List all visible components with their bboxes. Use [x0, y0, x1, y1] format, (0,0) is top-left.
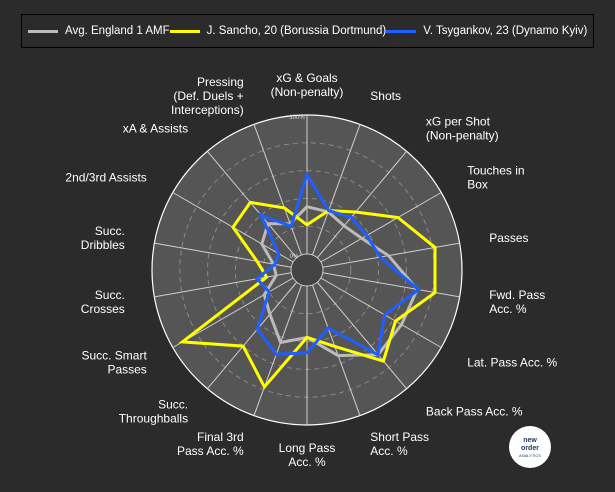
axis-label-13: Succ. Crosses — [81, 288, 125, 316]
radar-spoke-5 — [322, 272, 460, 298]
radar-series-2 — [254, 171, 422, 358]
radar-spoke-13 — [154, 272, 292, 298]
logo-text-order: order — [521, 444, 539, 452]
axis-label-9: Long Pass Acc. % — [279, 441, 336, 469]
chart-legend: Avg. England 1 AMF J. Sancho, 20 (Boruss… — [21, 14, 594, 48]
legend-swatch-avg-england — [28, 29, 58, 33]
legend-label-sancho: J. Sancho, 20 (Borussia Dortmund) — [206, 25, 387, 37]
axis-label-7: Back Pass Acc. % — [426, 405, 523, 419]
axis-label-16: xA & Assists — [123, 121, 188, 135]
legend-label-avg-england: Avg. England 1 AMF — [65, 25, 170, 37]
radar-spoke-7 — [316, 281, 408, 390]
radar-spoke-17 — [253, 124, 302, 256]
axis-label-5: Fwd. Pass Acc. % — [489, 288, 545, 316]
legend-item-tsygankov: V. Tsygankov, 23 (Dynamo Kyiv) — [386, 25, 587, 37]
axis-label-2: xG per Shot (Non-penalty) — [426, 114, 499, 142]
radar-spoke-6 — [320, 277, 442, 348]
axis-label-14: Succ. Dribbles — [81, 224, 125, 252]
axis-label-17: Pressing (Def. Duels + Interceptions) — [171, 75, 244, 117]
axis-label-4: Passes — [489, 231, 528, 245]
radar-spoke-2 — [316, 150, 408, 259]
axis-label-12: Succ. Smart Passes — [81, 349, 147, 377]
radar-spoke-10 — [253, 284, 302, 416]
logo-text-new: new — [523, 436, 537, 444]
axis-label-10: Final 3rd Pass Acc. % — [177, 430, 244, 458]
radar-spoke-1 — [312, 124, 361, 256]
legend-item-avg-england: Avg. England 1 AMF — [28, 25, 170, 37]
axis-label-8: Short Pass Acc. % — [370, 430, 429, 458]
axis-label-6: Lat. Pass Acc. % — [467, 356, 557, 370]
radar-spoke-11 — [206, 281, 298, 390]
radar-spoke-12 — [172, 277, 294, 348]
logo-text-analytics: ANALYTICS — [519, 452, 541, 458]
axis-label-0: xG & Goals (Non-penalty) — [271, 71, 344, 99]
axis-label-1: Shots — [370, 89, 401, 103]
legend-label-tsygankov: V. Tsygankov, 23 (Dynamo Kyiv) — [423, 25, 588, 37]
radar-spoke-4 — [322, 242, 460, 268]
axis-label-15: 2nd/3rd Assists — [65, 171, 146, 185]
axis-label-3: Touches in Box — [467, 164, 524, 192]
radar-spoke-8 — [312, 284, 361, 416]
legend-swatch-sancho — [169, 29, 200, 33]
new-order-analytics-logo: new order ANALYTICS — [509, 426, 551, 468]
axis-label-11: Succ. Throughballs — [119, 398, 188, 426]
radar-series-1 — [178, 200, 437, 390]
legend-swatch-tsygankov — [386, 29, 417, 33]
radar-tick-label-min: 0% — [290, 254, 299, 260]
radar-tick-label-max: 100% — [289, 115, 305, 121]
radar-spoke-3 — [320, 192, 442, 263]
legend-item-sancho: J. Sancho, 20 (Borussia Dortmund) — [169, 25, 387, 37]
radar-spoke-14 — [154, 242, 292, 268]
radar-spoke-16 — [206, 150, 298, 259]
